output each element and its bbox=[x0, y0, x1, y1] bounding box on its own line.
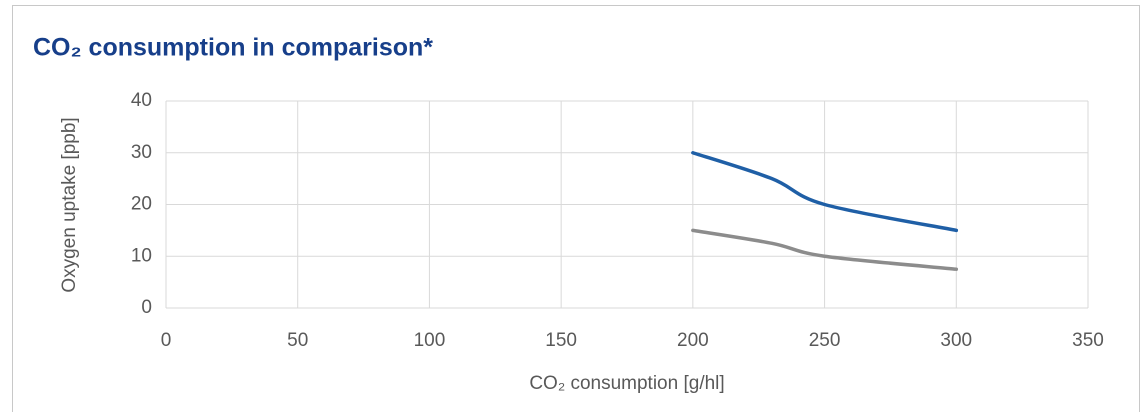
chart-title: CO₂ consumption in comparison* bbox=[33, 34, 433, 62]
chart-frame bbox=[12, 5, 1140, 412]
y-tick-label: 0 bbox=[141, 297, 152, 318]
y-tick-label: 30 bbox=[131, 142, 152, 163]
line-series bbox=[691, 151, 959, 233]
y-tick-label: 20 bbox=[131, 194, 152, 215]
x-tick-label: 150 bbox=[545, 330, 577, 351]
line-series bbox=[691, 228, 959, 271]
x-tick-label: 300 bbox=[940, 330, 972, 351]
y-tick-label: 10 bbox=[131, 245, 152, 266]
x-tick-label: 50 bbox=[287, 330, 308, 351]
x-tick-label: 250 bbox=[809, 330, 841, 351]
x-tick-label: 0 bbox=[161, 330, 172, 351]
y-tick-label: 40 bbox=[131, 90, 152, 111]
x-tick-label: 100 bbox=[414, 330, 446, 351]
x-axis-label: CO₂ consumption [g/hl] bbox=[529, 373, 724, 394]
x-tick-label: 200 bbox=[677, 330, 709, 351]
y-axis-label: Oxygen uptake [ppb] bbox=[59, 117, 80, 292]
x-tick-label: 350 bbox=[1072, 330, 1104, 351]
